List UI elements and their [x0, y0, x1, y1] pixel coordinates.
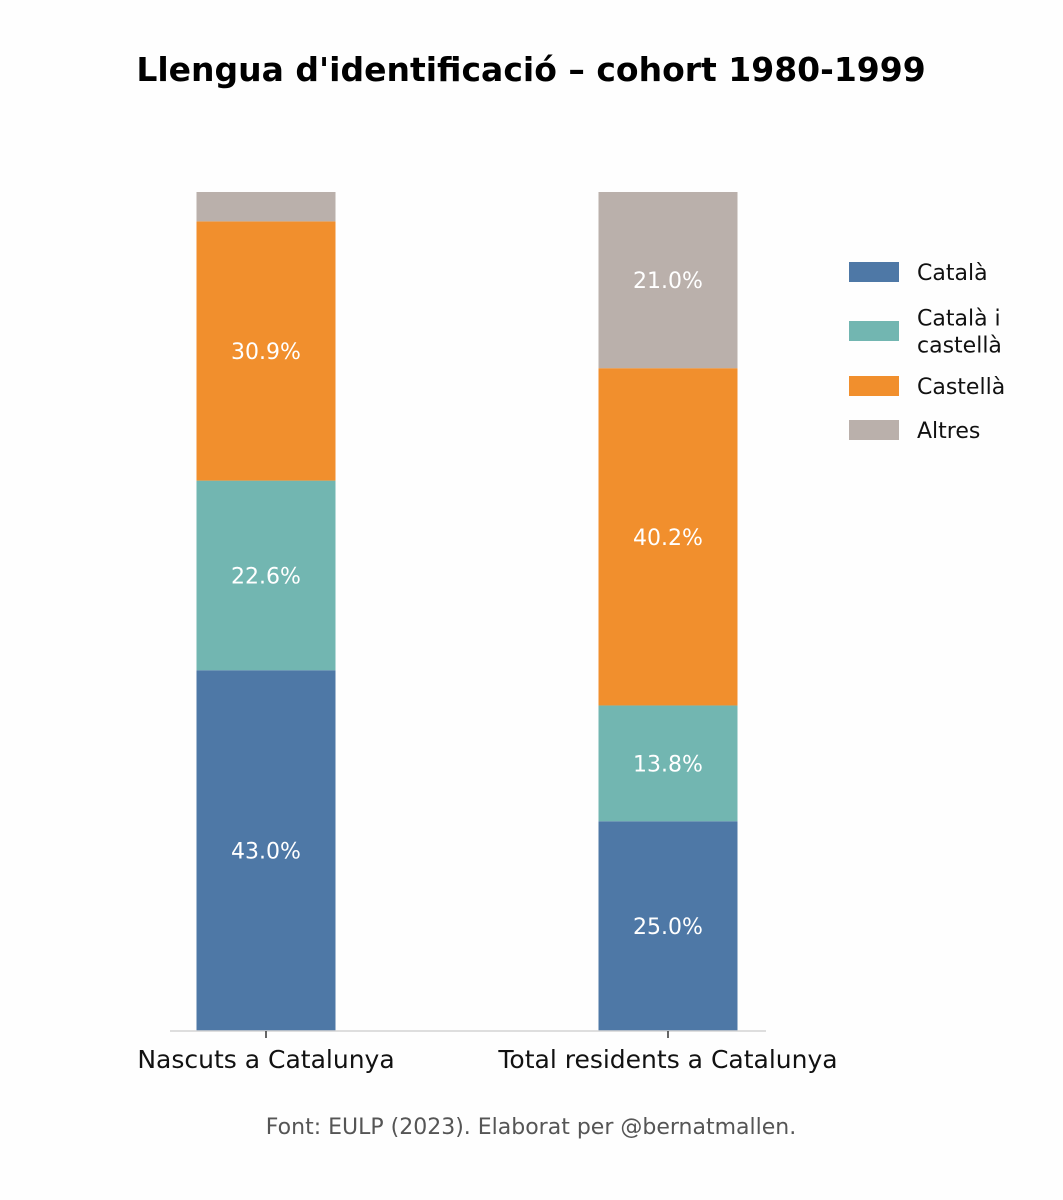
data-label-catala-total-residents-a-catalunya: 25.0% [633, 915, 703, 940]
legend-label-castella: Castellà [917, 375, 1005, 400]
data-label-castella-nascuts-a-catalunya: 30.9% [231, 340, 301, 365]
data-label-catala-nascuts-a-catalunya: 43.0% [231, 840, 301, 865]
bar-segment-castella-total-residents-a-catalunya [598, 368, 738, 706]
legend-label-catala-i-castella: Català i castellà [917, 307, 1002, 359]
bar-segment-catala-i-castella-nascuts-a-catalunya [196, 480, 336, 671]
bars-group: 43.0% 22.6% 30.9% 25.0% 13.8% 40.2% 21.0% [196, 192, 738, 1031]
x-tick-label: Total residents a Catalunya [497, 1045, 837, 1074]
source-note: Font: EULP (2023). Elaborat per @bernatm… [266, 1115, 796, 1140]
bar-segment-altres-nascuts-a-catalunya [196, 192, 336, 222]
data-label-catala-i-castella-total-residents-a-catalunya: 13.8% [633, 752, 703, 777]
legend: Català Català i castellà Castellà Altres [849, 261, 1005, 444]
x-tick-label: Nascuts a Catalunya [137, 1045, 394, 1074]
bar-segment-altres-total-residents-a-catalunya [598, 192, 738, 369]
legend-label-altres: Altres [917, 419, 980, 444]
legend-label-catala: Català [917, 261, 988, 286]
bar-segment-catala-total-residents-a-catalunya [598, 821, 738, 1031]
legend-swatch-altres [849, 420, 899, 440]
legend-swatch-catala [849, 262, 899, 282]
data-label-catala-i-castella-nascuts-a-catalunya: 22.6% [231, 564, 301, 589]
legend-swatch-catala-i-castella [849, 321, 899, 341]
bar-segment-castella-nascuts-a-catalunya [196, 221, 336, 481]
legend-swatch-castella [849, 376, 899, 396]
x-axis-ticks: Nascuts a Catalunya Total residents a Cat… [137, 1031, 838, 1074]
bar-segment-catala-i-castella-total-residents-a-catalunya [598, 705, 738, 822]
data-label-castella-total-residents-a-catalunya: 40.2% [633, 526, 703, 551]
bar-segment-catala-nascuts-a-catalunya [196, 670, 336, 1031]
chart-title: Llengua d'identificació – cohort 1980-19… [136, 50, 925, 89]
data-label-altres-total-residents-a-catalunya: 21.0% [633, 269, 703, 294]
